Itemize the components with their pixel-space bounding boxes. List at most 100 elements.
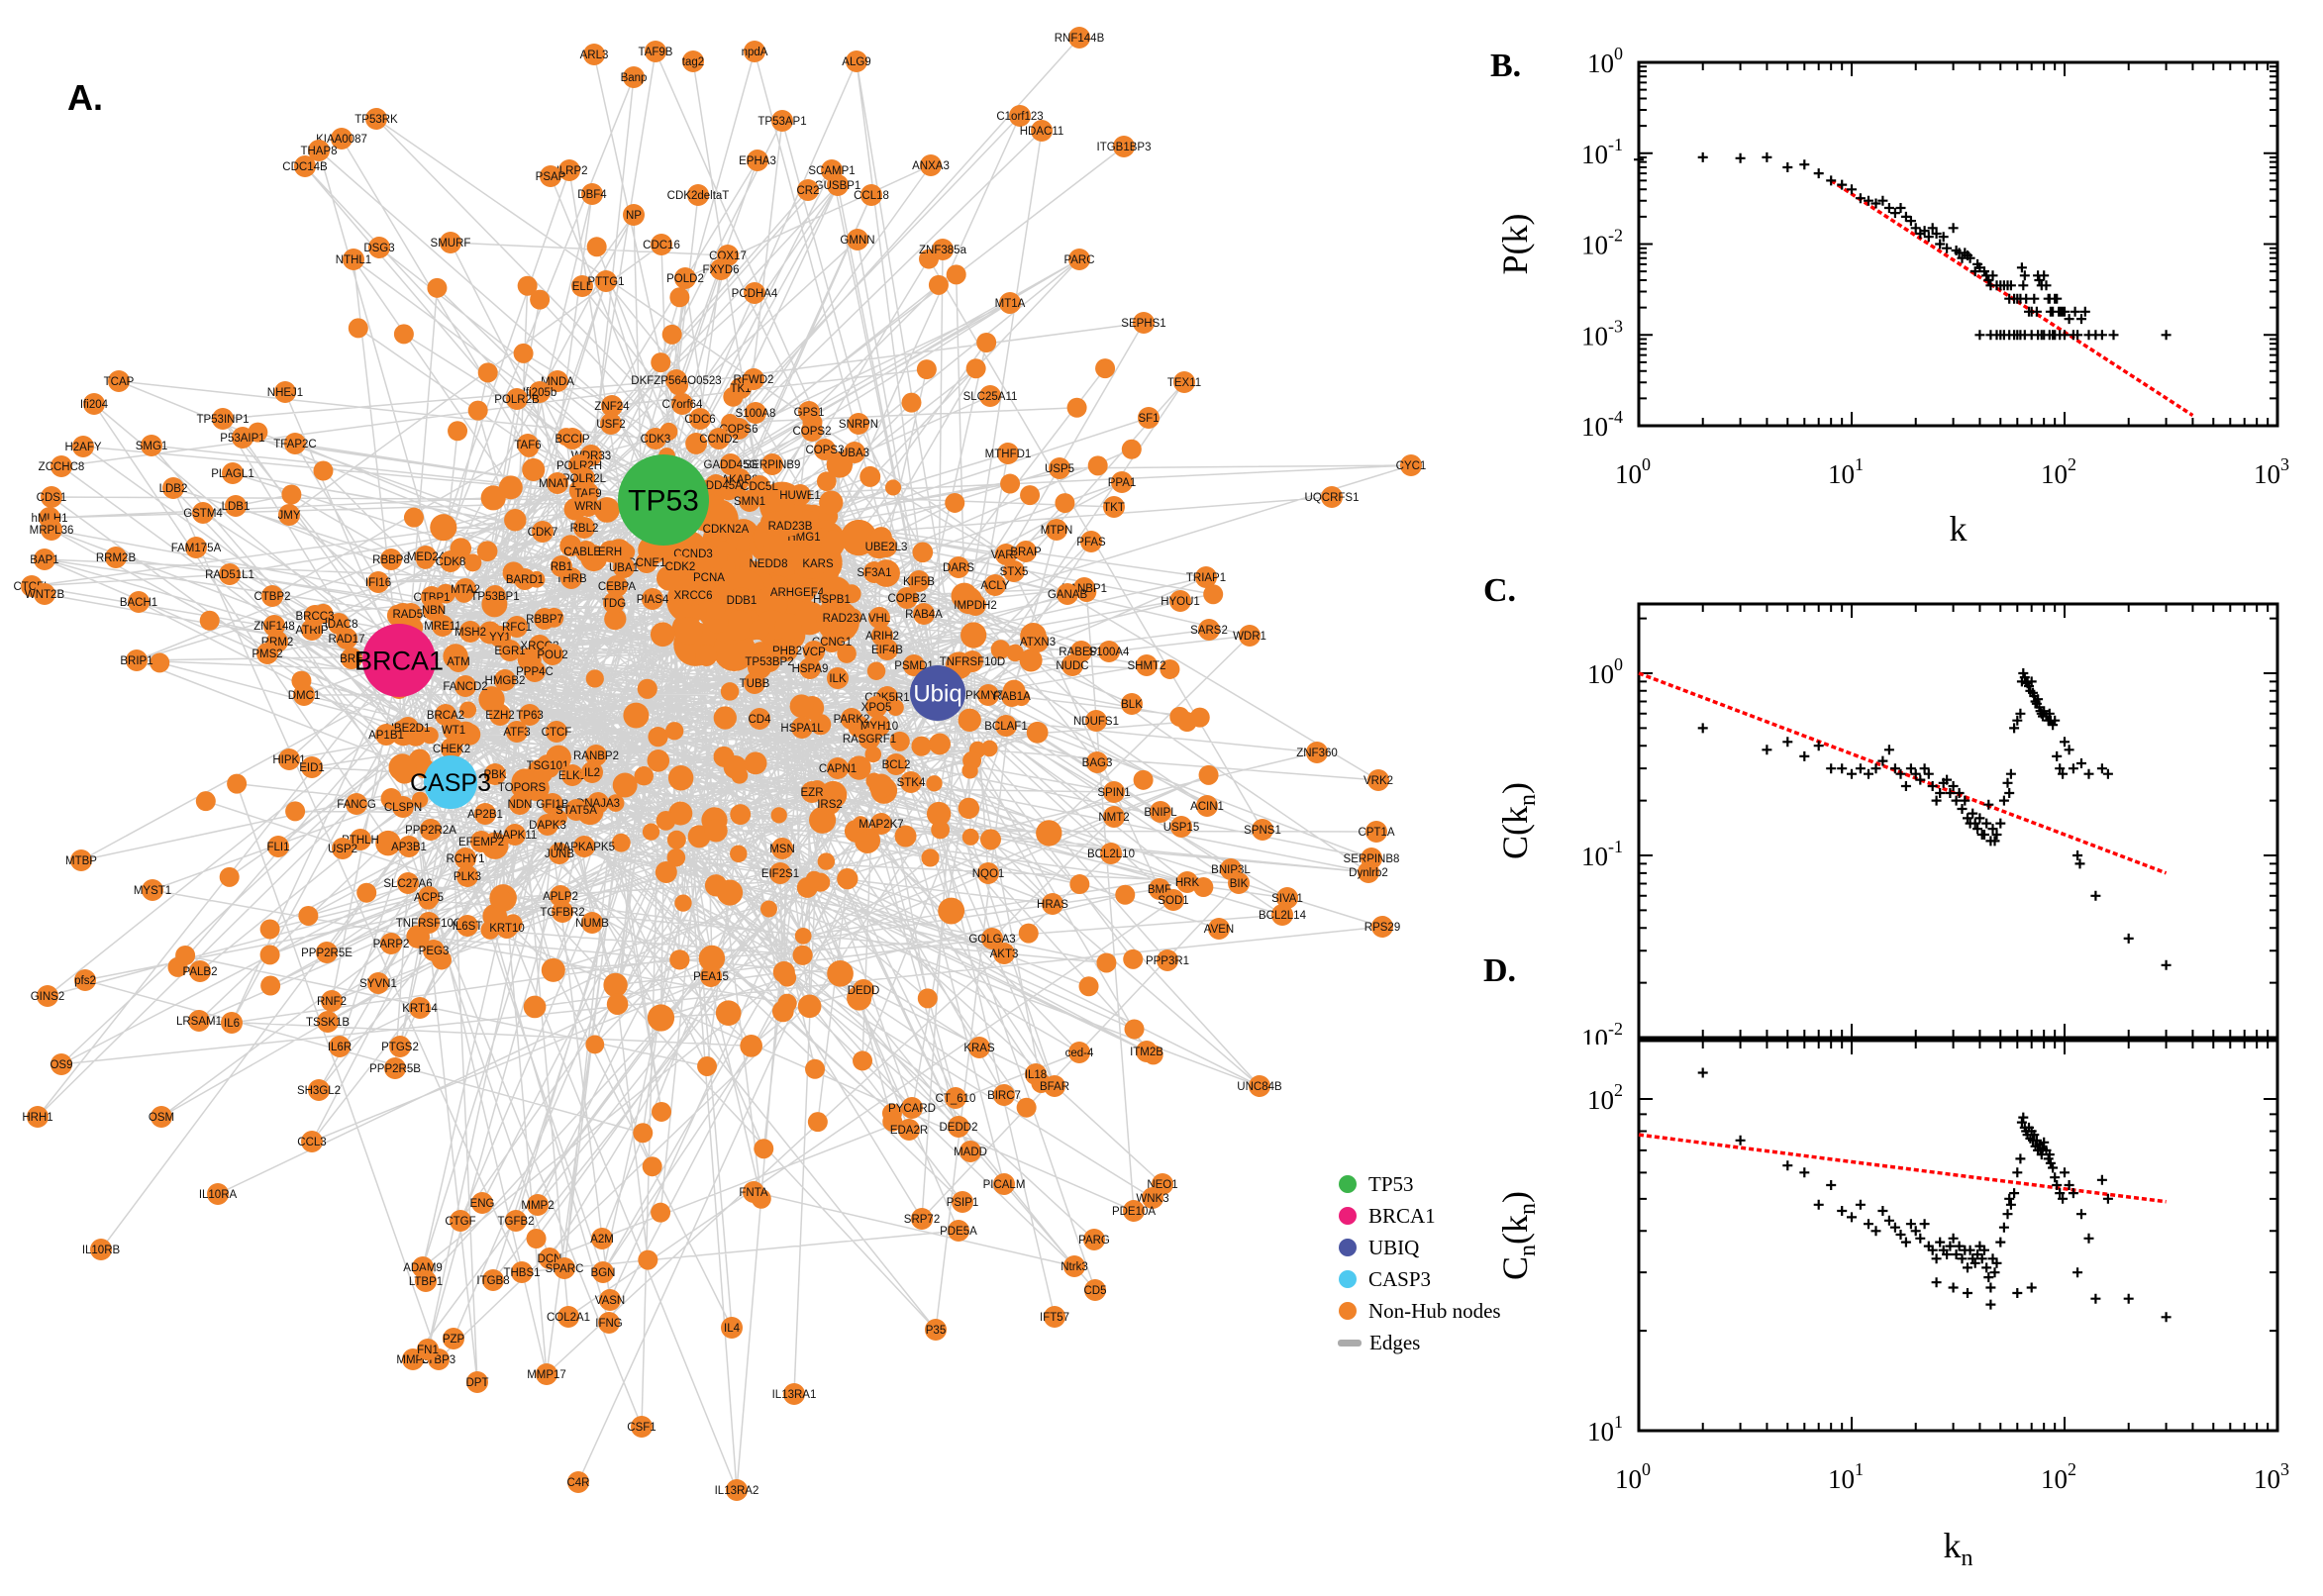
- node-label: CYC1: [1396, 460, 1427, 472]
- network-node: [1162, 889, 1184, 911]
- node-label: ARHGEF4: [770, 587, 825, 599]
- network-node: [1083, 1229, 1105, 1250]
- network-node: [222, 462, 244, 484]
- node-label: VASN: [595, 1295, 625, 1307]
- network-node: [506, 616, 528, 638]
- node-label: CDC14B: [282, 161, 328, 173]
- node-label: UNC84B: [1237, 1081, 1282, 1093]
- network-node: [921, 848, 940, 867]
- network-node: [443, 719, 464, 741]
- network-node: [443, 1328, 464, 1349]
- node-label: CPT1A: [1358, 827, 1394, 839]
- node-label: IL6: [224, 1018, 240, 1030]
- tick-label: 100: [1615, 454, 1651, 489]
- node-label: APLP2: [543, 891, 578, 903]
- edge-legend-icon: [1338, 1339, 1362, 1347]
- network-node: [792, 945, 813, 965]
- network-node: [591, 1228, 613, 1249]
- node-label: MADD: [954, 1147, 987, 1158]
- legend-item: Non-Hub nodes: [1339, 1295, 1501, 1327]
- network-node: [817, 852, 836, 870]
- network-node: [547, 472, 568, 494]
- network-node: [749, 708, 770, 730]
- network-node: [1100, 843, 1122, 864]
- node-label: SMN1: [734, 496, 765, 508]
- network-node: [612, 772, 638, 798]
- network-node: [256, 643, 278, 664]
- node-label: SF1: [1138, 413, 1159, 425]
- network-node: [221, 1012, 243, 1034]
- network-node: [463, 553, 482, 572]
- network-node: [827, 667, 849, 689]
- network-node: [730, 804, 752, 826]
- network-node: [797, 179, 819, 201]
- node-label: RAD23B: [768, 521, 813, 533]
- network-node: [541, 957, 565, 982]
- node-label: RASGRF1: [843, 734, 896, 746]
- network-node: [341, 648, 362, 669]
- node-label: DEDD2: [940, 1122, 978, 1134]
- node-label: BGN: [591, 1267, 616, 1279]
- node-label: RAD17: [328, 634, 364, 646]
- network-node: [480, 920, 500, 940]
- network-node: [415, 1270, 437, 1292]
- node-label: GUSBP1: [815, 180, 861, 192]
- network-node: [1015, 541, 1037, 562]
- network-node: [522, 457, 546, 481]
- network-node: [336, 628, 357, 649]
- node-label: TNFRSF10C: [396, 918, 461, 930]
- node-label: FANCD2: [443, 681, 487, 693]
- network-node: [1252, 819, 1273, 841]
- node-label: SERPINB8: [1344, 853, 1400, 865]
- network-node: [1111, 471, 1133, 493]
- network-node: [925, 1319, 947, 1341]
- network-node: [189, 960, 211, 982]
- node-label: CTBP1: [413, 592, 450, 604]
- network-node: [454, 848, 476, 869]
- tick-label: 102: [2041, 1459, 2076, 1494]
- network-node: [530, 289, 551, 310]
- network-node: [865, 696, 887, 718]
- network-node: [459, 621, 481, 643]
- node-label: DBF4: [577, 189, 607, 201]
- node-label: HIPK1: [272, 754, 305, 766]
- network-node: [1138, 407, 1160, 429]
- node-label: ITM2B: [1130, 1047, 1163, 1058]
- network-node: [259, 945, 280, 965]
- tick-label: 103: [2254, 1459, 2289, 1494]
- node-label: NP: [626, 210, 642, 222]
- network-node: [440, 232, 461, 253]
- network-node: [1358, 861, 1379, 883]
- network-node: [710, 258, 732, 280]
- network-node: [774, 613, 802, 641]
- network-node: [1020, 485, 1041, 506]
- network-node: [960, 1141, 981, 1162]
- network-node: [477, 362, 498, 383]
- node-label: ELK1: [558, 770, 586, 782]
- network-node: [537, 754, 558, 776]
- network-node: [329, 1036, 351, 1057]
- node-label: PPP3R1: [1146, 955, 1189, 967]
- network-node: [599, 541, 621, 562]
- network-node: [278, 504, 300, 526]
- network-node: [308, 140, 330, 161]
- network-node: [274, 381, 296, 403]
- network-node: [427, 277, 448, 298]
- tick-label: 10-4: [1581, 407, 1623, 442]
- node-label: VRK2: [1364, 775, 1393, 787]
- node-label: TFAP2C: [273, 439, 316, 450]
- node-label: XRCC6: [674, 590, 713, 602]
- network-node: [547, 370, 568, 392]
- network-node: [669, 555, 691, 577]
- network-node: [267, 836, 289, 857]
- network-node: [868, 773, 894, 799]
- network-node: [1063, 1255, 1085, 1277]
- node-label: RAB1A: [993, 691, 1031, 703]
- network-node: [1208, 918, 1230, 940]
- network-node: [1271, 904, 1293, 926]
- network-node: [348, 318, 368, 339]
- network-node: [837, 867, 858, 890]
- node-label: ANXA3: [912, 160, 950, 172]
- legend-item-label: TP53: [1368, 1171, 1414, 1196]
- node-label: DDB1: [727, 595, 758, 607]
